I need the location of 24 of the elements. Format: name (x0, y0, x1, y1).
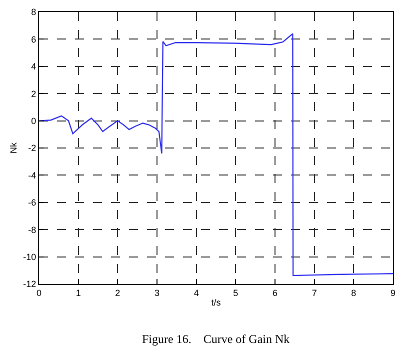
y-tick-label: 8 (31, 7, 36, 18)
x-tick-label: 6 (272, 288, 278, 298)
y-tick-label: -8 (28, 224, 36, 235)
y-tick-label: 2 (31, 88, 36, 99)
caption: Figure 16. Curve of Gain Nk (142, 332, 290, 346)
x-tick-label: 8 (351, 288, 356, 298)
y-tick-label: -10 (23, 252, 36, 262)
y-tick-label: 4 (31, 62, 36, 72)
x-tick-label: 9 (390, 288, 396, 298)
x-tick-label: 4 (194, 288, 199, 298)
x-tick-label: 5 (233, 288, 238, 298)
y-tick-label: -6 (28, 198, 36, 208)
y-tick-label: -12 (23, 279, 36, 290)
y-tick-label: -2 (28, 143, 36, 154)
x-axis-title: t/s (211, 298, 222, 308)
y-tick-label: 0 (31, 116, 36, 126)
y-axis-title: Nk (8, 142, 19, 154)
y-tick-label: -4 (28, 170, 36, 180)
x-tick-label: 1 (76, 288, 81, 298)
x-tick-label: 7 (312, 288, 317, 298)
line-series (39, 33, 393, 276)
x-tick-label: 3 (154, 288, 160, 298)
y-tick-label: 6 (31, 34, 36, 44)
x-tick-label: 2 (115, 288, 120, 298)
